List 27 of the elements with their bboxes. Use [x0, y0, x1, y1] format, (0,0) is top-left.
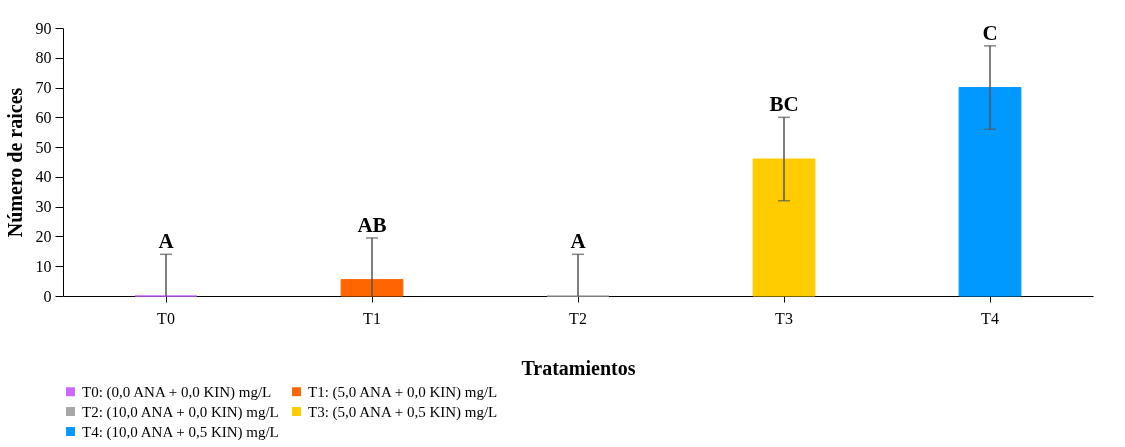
y-tick-label: 0 — [43, 287, 52, 305]
y-tick-label: 30 — [35, 198, 52, 216]
annotation: AB — [357, 212, 387, 237]
legend-label: T2: (10,0 ANA + 0,0 KIN) mg/L — [82, 403, 279, 421]
legend-label: T3: (5,0 ANA + 0,5 KIN) mg/L — [308, 403, 498, 421]
legend-label: T4: (10,0 ANA + 0,5 KIN) mg/L — [82, 423, 279, 441]
annotation: A — [570, 229, 587, 254]
y-tick-label: 60 — [35, 108, 52, 126]
y-axis-title: Número de raices — [3, 87, 26, 238]
legend-label: T1: (5,0 ANA + 0,0 KIN) mg/L — [308, 383, 498, 401]
y-tick-label: 90 — [35, 19, 52, 37]
annotation: BC — [769, 92, 799, 117]
legend-label: T0: (0,0 ANA + 0,0 KIN) mg/L — [82, 383, 272, 401]
y-tick-label: 40 — [35, 168, 52, 186]
y-tick-label: 80 — [35, 49, 52, 67]
x-tick-label: T1 — [363, 309, 381, 327]
x-tick-label: T3 — [775, 309, 793, 327]
x-tick-label: T4 — [981, 309, 999, 327]
y-tick-label: 70 — [35, 79, 52, 97]
annotation: A — [158, 229, 175, 254]
y-tick-label: 10 — [35, 257, 52, 275]
x-tick-label: T0 — [157, 309, 175, 327]
annotation: C — [982, 20, 998, 45]
y-tick-label: 50 — [35, 138, 52, 156]
x-axis-title: Tratamientos — [521, 356, 636, 379]
y-tick-label: 20 — [35, 227, 52, 245]
x-tick-label: T2 — [569, 309, 587, 327]
